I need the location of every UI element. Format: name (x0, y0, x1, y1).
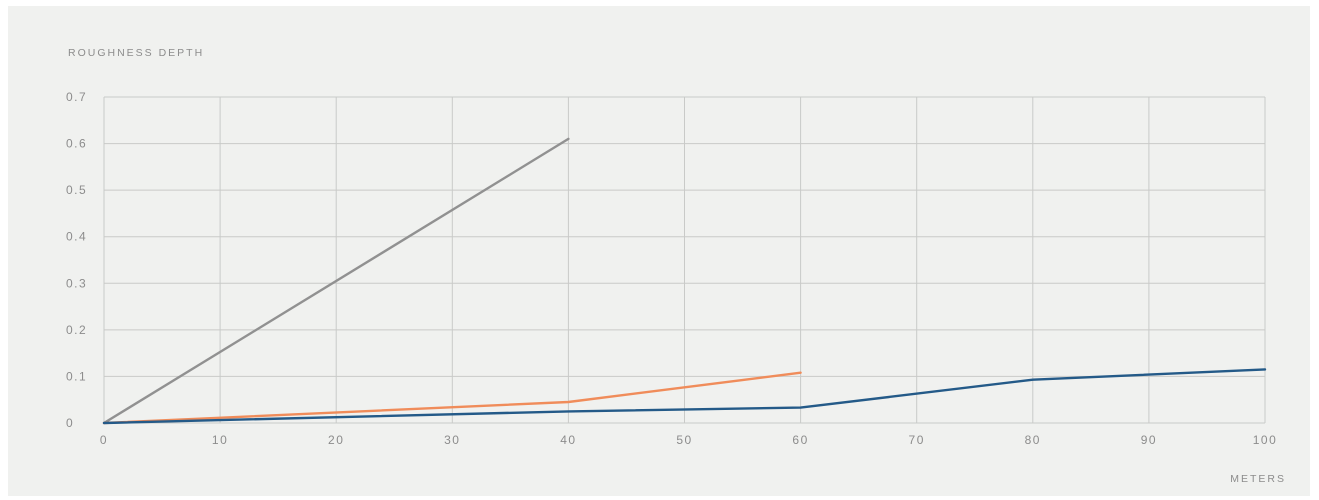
chart-panel (8, 6, 1310, 496)
tick-labels: 0 0.1 0.2 0.3 0.4 0.5 0.6 0.7 0 10 20 30 40 50 60 70 80 9… (66, 90, 1278, 447)
series-lines (102, 137, 1267, 425)
y-tick-label: 0.1 (66, 369, 87, 383)
y-tick-label: 0.4 (66, 230, 87, 244)
x-tick-label: 50 (676, 433, 692, 447)
series-line-3 (102, 368, 1267, 425)
x-tick-label: 80 (1025, 433, 1041, 447)
x-tick-label: 30 (444, 433, 460, 447)
grid (103, 96, 1266, 424)
y-axis-title: ROUGHNESS DEPTH (68, 47, 204, 59)
x-tick-label: 10 (212, 433, 228, 447)
series-line-2 (102, 371, 802, 425)
x-axis-title: METERS (1230, 473, 1286, 485)
y-tick-label: 0.2 (66, 323, 87, 337)
x-tick-label: 60 (792, 433, 808, 447)
series-line-1 (102, 137, 570, 425)
x-tick-label: 90 (1141, 433, 1157, 447)
y-tick-label: 0.5 (66, 183, 87, 197)
y-tick-label: 0.7 (66, 90, 87, 104)
y-tick-label: 0.3 (66, 276, 87, 290)
x-tick-label: 70 (909, 433, 925, 447)
x-tick-label: 40 (560, 433, 576, 447)
x-tick-label: 100 (1253, 433, 1278, 447)
x-tick-label: 0 (100, 433, 108, 447)
y-tick-label: 0 (66, 416, 74, 430)
x-tick-label: 20 (328, 433, 344, 447)
y-tick-label: 0.6 (66, 137, 87, 151)
